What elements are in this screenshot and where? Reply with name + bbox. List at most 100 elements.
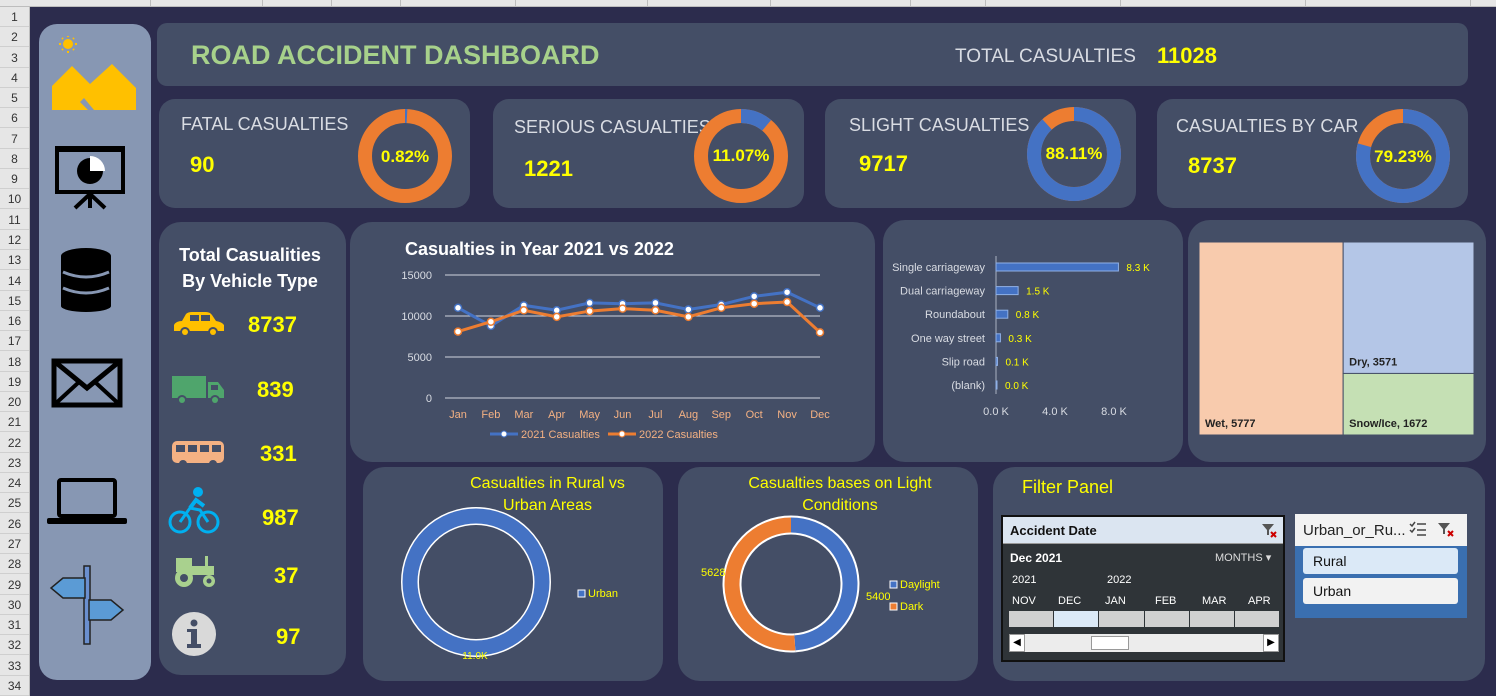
kpi-donut-slight <box>1027 107 1121 201</box>
row-number[interactable]: 33 <box>0 656 29 676</box>
x-tick-label: Dec <box>810 409 830 421</box>
laptop-icon[interactable] <box>47 478 127 526</box>
row-number[interactable]: 5 <box>0 88 29 109</box>
column-separator <box>910 0 911 7</box>
row-number[interactable]: 27 <box>0 534 29 555</box>
presentation-chart-icon[interactable] <box>55 144 125 210</box>
legend-label: 2021 Casualties <box>521 429 600 441</box>
clear-filter-icon[interactable] <box>1437 521 1455 537</box>
row-number[interactable]: 8 <box>0 149 29 169</box>
bar <box>995 356 998 366</box>
row-number[interactable]: 12 <box>0 230 29 250</box>
light-donut-title: Casualties bases on Light Conditions <box>748 475 932 514</box>
database-icon[interactable] <box>61 248 111 312</box>
row-number[interactable]: 23 <box>0 453 29 473</box>
scroll-left-icon[interactable]: ◀ <box>1009 634 1025 652</box>
donut-data-label: 5400 <box>866 591 890 603</box>
data-point <box>717 303 726 313</box>
row-number[interactable]: 21 <box>0 412 29 433</box>
column-separator <box>331 0 332 7</box>
row-number[interactable]: 11 <box>0 210 29 230</box>
bicycle-icon <box>168 487 220 534</box>
x-tick-label: 0.0 K <box>983 406 1009 418</box>
row-number[interactable]: 26 <box>0 514 29 534</box>
timeline-month-label: APR <box>1248 595 1271 607</box>
sidebar <box>39 24 151 680</box>
kpi-donut-serious <box>694 109 788 203</box>
clear-filter-icon[interactable] <box>1261 522 1277 538</box>
timeline-scrollbar[interactable]: ◀ ▶ <box>1009 634 1279 652</box>
slicer-item-label: Rural <box>1313 553 1347 569</box>
kpi-value-car: 8737 <box>1188 153 1237 178</box>
total-casualties-label: TOTAL CASUALTIES <box>955 46 1136 67</box>
row-number[interactable]: 16 <box>0 311 29 332</box>
row-number[interactable]: 17 <box>0 331 29 352</box>
slicer-item-urban[interactable]: Urban <box>1303 578 1458 604</box>
kpi-value-slight: 9717 <box>859 151 908 176</box>
timeline-title: Accident Date <box>1010 523 1097 538</box>
row-number[interactable]: 3 <box>0 48 29 68</box>
y-tick-label: 10000 <box>401 311 432 323</box>
row-number[interactable]: 24 <box>0 473 29 494</box>
row-number[interactable]: 20 <box>0 392 29 413</box>
timeline-level-dropdown[interactable]: MONTHS ▾ <box>1215 551 1271 564</box>
area-slicer[interactable]: Urban_or_Ru... Rural Urban <box>1295 514 1467 618</box>
data-point <box>782 287 792 297</box>
car-icon <box>174 312 224 337</box>
dashboard-title: ROAD ACCIDENT DASHBOARD <box>191 40 600 70</box>
signpost-icon[interactable] <box>49 564 125 646</box>
row-number[interactable]: 22 <box>0 433 29 453</box>
row-number[interactable]: 32 <box>0 635 29 656</box>
row-number[interactable]: 7 <box>0 129 29 149</box>
timeline-cell-feb[interactable] <box>1144 611 1189 627</box>
donut-arc-fatal <box>358 109 452 203</box>
timeline-cell-dec-selected[interactable] <box>1054 611 1099 627</box>
row-number[interactable]: 1 <box>0 7 29 27</box>
treemap-tile <box>1342 372 1475 436</box>
x-tick-label: 4.0 K <box>1042 406 1068 418</box>
row-number[interactable]: 9 <box>0 169 29 190</box>
row-number[interactable]: 29 <box>0 575 29 595</box>
row-number[interactable]: 19 <box>0 372 29 392</box>
timeline-slicer[interactable]: Accident Date Dec 2021 MONTHS ▾ 2021 202… <box>1001 515 1285 662</box>
timeline-month-label: NOV <box>1012 595 1036 607</box>
dashboard-logo-icon[interactable] <box>50 36 140 122</box>
timeline-header: Accident Date <box>1003 517 1283 544</box>
timeline-cell-jan[interactable] <box>1099 611 1144 627</box>
timeline-cell-mar[interactable] <box>1189 611 1234 627</box>
row-number[interactable]: 13 <box>0 250 29 271</box>
row-number[interactable]: 2 <box>0 27 29 48</box>
mail-icon[interactable] <box>51 358 123 408</box>
kpi-value-serious: 1221 <box>524 156 573 181</box>
slicer-item-rural[interactable]: Rural <box>1303 548 1458 574</box>
row-number[interactable]: 31 <box>0 615 29 636</box>
multi-select-icon[interactable] <box>1409 521 1427 537</box>
row-number[interactable]: 28 <box>0 554 29 575</box>
truck-icon <box>172 376 224 405</box>
row-number[interactable]: 30 <box>0 595 29 615</box>
timeline-year-2022: 2022 <box>1107 574 1132 586</box>
timeline-cell-apr[interactable] <box>1234 611 1280 627</box>
scroll-right-icon[interactable]: ▶ <box>1263 634 1279 652</box>
x-tick-label: May <box>579 409 600 421</box>
data-point <box>749 292 759 301</box>
row-number[interactable]: 18 <box>0 352 29 372</box>
row-number[interactable]: 15 <box>0 291 29 311</box>
row-number[interactable]: 14 <box>0 271 29 291</box>
column-separator <box>1305 0 1306 7</box>
scroll-thumb[interactable] <box>1091 636 1129 650</box>
timeline-cell-nov[interactable] <box>1009 611 1054 627</box>
legend-marker <box>500 430 508 438</box>
bar-category-label: Roundabout <box>925 309 985 321</box>
timeline-bar[interactable] <box>1009 611 1280 627</box>
row-number[interactable]: 6 <box>0 108 29 129</box>
treemap-label: Dry, 3571 <box>1349 356 1397 368</box>
x-tick-label: Jun <box>614 409 632 421</box>
row-number[interactable]: 25 <box>0 493 29 514</box>
x-tick-label: Mar <box>514 409 533 421</box>
row-number[interactable]: 34 <box>0 676 29 696</box>
row-number[interactable]: 4 <box>0 68 29 88</box>
bar-category-label: Dual carriageway <box>900 286 985 298</box>
data-point <box>585 298 594 308</box>
row-number[interactable]: 10 <box>0 189 29 210</box>
